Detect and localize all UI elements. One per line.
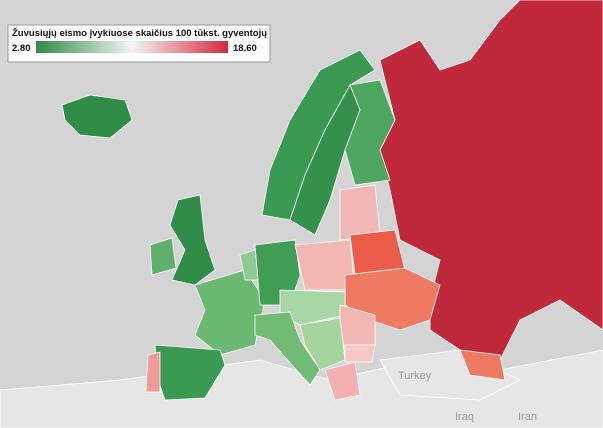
france [194,269,266,356]
portugal [145,351,161,393]
place-label: Turkey [398,370,432,382]
color-scale [36,41,228,53]
legend-title: Žuvusiųjų eismo įvykiuose skaičius 100 t… [12,27,267,39]
bulgaria [344,344,376,363]
legend: Žuvusiųjų eismo įvykiuose skaičius 100 t… [7,24,271,63]
belarus [349,229,406,276]
balkans [299,317,346,371]
place-label: Iraq [455,411,474,423]
finland [344,79,396,186]
ireland [149,237,177,276]
legend-max: 18.60 [233,43,257,54]
legend-min: 2.80 [12,43,31,54]
central-europe [279,289,346,326]
greece [324,361,361,401]
caucasus [459,349,506,381]
italy [254,311,321,386]
baltics [339,184,381,241]
iceland [61,94,133,139]
russia [379,0,603,361]
place-label: Iran [518,411,537,423]
uk [169,194,216,286]
